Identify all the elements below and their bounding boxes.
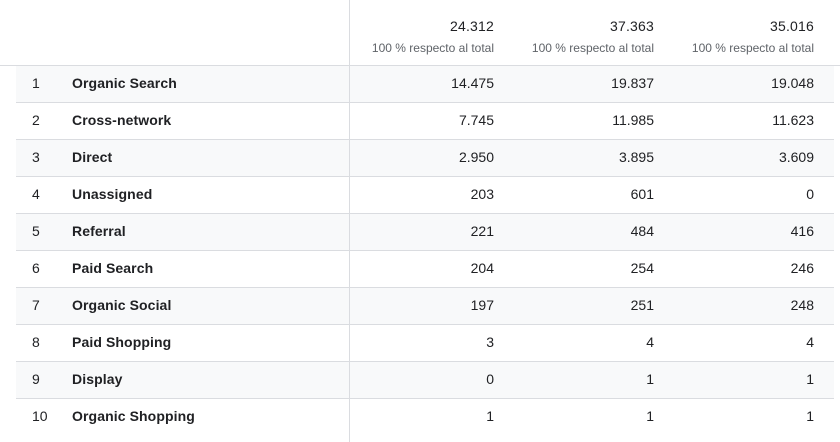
row-value-1: 204 (470, 260, 494, 276)
row-value-3: 1 (806, 408, 814, 424)
table-row[interactable]: 10 Organic Shopping 1 1 1 (16, 399, 834, 436)
row-rank: 6 (32, 260, 40, 276)
row-value-2: 601 (630, 186, 654, 202)
metric-total-3: 35.016 (769, 18, 814, 34)
row-value-1: 203 (470, 186, 494, 202)
metric-total-1: 24.312 (449, 18, 494, 34)
row-label: Organic Search (72, 75, 177, 91)
table-row[interactable]: 4 Unassigned 203 601 0 (16, 177, 834, 214)
row-value-1: 2.950 (458, 149, 494, 165)
row-value-2: 1 (646, 408, 654, 424)
dimension-header-cell (16, 0, 349, 65)
column-divider (349, 0, 350, 442)
table-row[interactable]: 1 Organic Search 14.475 19.837 19.048 (16, 66, 834, 103)
row-value-3: 248 (790, 297, 814, 313)
row-value-2: 11.985 (612, 112, 654, 128)
row-rank: 3 (32, 149, 40, 165)
table-row[interactable]: 6 Paid Search 204 254 246 (16, 251, 834, 288)
row-label: Cross-network (72, 112, 172, 128)
row-value-1: 3 (486, 334, 494, 350)
row-rank: 5 (32, 223, 40, 239)
metric-header-3[interactable]: 35.016 100 % respecto al total (660, 0, 814, 65)
row-label: Organic Social (72, 297, 172, 313)
row-label: Referral (72, 223, 126, 239)
row-value-3: 19.048 (771, 75, 814, 91)
table-row[interactable]: 3 Direct 2.950 3.895 3.609 (16, 140, 834, 177)
row-value-2: 4 (646, 334, 654, 350)
row-value-1: 0 (486, 371, 494, 387)
row-value-3: 1 (806, 371, 814, 387)
row-value-3: 416 (790, 223, 814, 239)
row-rank: 8 (32, 334, 40, 350)
row-rank: 7 (32, 297, 40, 313)
row-label: Organic Shopping (72, 408, 195, 424)
row-value-2: 3.895 (618, 149, 654, 165)
row-value-3: 0 (806, 186, 814, 202)
row-value-2: 1 (646, 371, 654, 387)
metric-subtitle-1: 100 % respecto al total (371, 41, 494, 55)
metric-total-2: 37.363 (609, 18, 654, 34)
row-value-1: 221 (470, 223, 494, 239)
table-row[interactable]: 9 Display 0 1 1 (16, 362, 834, 399)
row-value-2: 484 (630, 223, 654, 239)
row-rank: 9 (32, 371, 40, 387)
row-value-1: 197 (470, 297, 494, 313)
table-row[interactable]: 5 Referral 221 484 416 (16, 214, 834, 251)
metric-header-1[interactable]: 24.312 100 % respecto al total (350, 0, 494, 65)
metric-subtitle-2: 100 % respecto al total (531, 41, 654, 55)
table-body: 1 Organic Search 14.475 19.837 19.048 2 … (16, 66, 834, 436)
table-row[interactable]: 7 Organic Social 197 251 248 (16, 288, 834, 325)
row-label: Direct (72, 149, 113, 165)
metric-subtitle-3: 100 % respecto al total (691, 41, 814, 55)
row-label: Paid Shopping (72, 334, 172, 350)
table-row[interactable]: 2 Cross-network 7.745 11.985 11.623 (16, 103, 834, 140)
row-label: Display (72, 371, 123, 387)
row-value-1: 1 (486, 408, 494, 424)
row-rank: 1 (32, 75, 40, 91)
row-value-3: 4 (806, 334, 814, 350)
row-rank: 4 (32, 186, 40, 202)
row-value-1: 14.475 (451, 75, 494, 91)
row-value-2: 254 (630, 260, 654, 276)
row-value-2: 19.837 (611, 75, 654, 91)
row-value-3: 3.609 (778, 149, 814, 165)
table-row[interactable]: 8 Paid Shopping 3 4 4 (16, 325, 834, 362)
row-label: Paid Search (72, 260, 154, 276)
row-value-3: 11.623 (772, 112, 814, 128)
metric-header-2[interactable]: 37.363 100 % respecto al total (500, 0, 654, 65)
row-rank: 2 (32, 112, 40, 128)
row-value-2: 251 (630, 297, 654, 313)
row-rank: 10 (32, 408, 48, 424)
row-value-1: 7.745 (458, 112, 494, 128)
row-label: Unassigned (72, 186, 153, 202)
row-value-3: 246 (790, 260, 814, 276)
table-header: 24.312 100 % respecto al total 37.363 10… (0, 0, 840, 66)
